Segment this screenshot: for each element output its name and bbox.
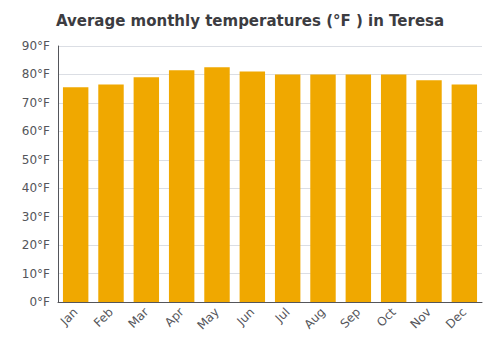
svg-text:May: May <box>195 305 222 332</box>
svg-text:Jun: Jun <box>233 305 257 329</box>
svg-text:Mar: Mar <box>125 305 151 331</box>
svg-text:20°F: 20°F <box>22 238 50 252</box>
svg-text:70°F: 70°F <box>22 96 50 110</box>
svg-text:50°F: 50°F <box>22 153 50 167</box>
svg-text:Jan: Jan <box>57 305 81 329</box>
svg-text:Nov: Nov <box>408 305 434 331</box>
svg-text:10°F: 10°F <box>22 267 50 281</box>
svg-text:80°F: 80°F <box>22 67 50 81</box>
svg-text:Feb: Feb <box>91 305 116 330</box>
svg-text:Sep: Sep <box>337 305 363 331</box>
svg-text:Average monthly temperatures (: Average monthly temperatures (°F ) in Te… <box>56 12 444 30</box>
svg-text:Oct: Oct <box>374 305 399 330</box>
svg-text:Aug: Aug <box>301 305 327 331</box>
svg-text:Dec: Dec <box>443 305 469 331</box>
svg-text:Apr: Apr <box>162 305 187 330</box>
svg-text:90°F: 90°F <box>22 39 50 53</box>
svg-text:Jul: Jul <box>272 305 293 326</box>
svg-text:30°F: 30°F <box>22 210 50 224</box>
svg-text:0°F: 0°F <box>29 295 50 309</box>
svg-text:40°F: 40°F <box>22 181 50 195</box>
svg-text:60°F: 60°F <box>22 124 50 138</box>
